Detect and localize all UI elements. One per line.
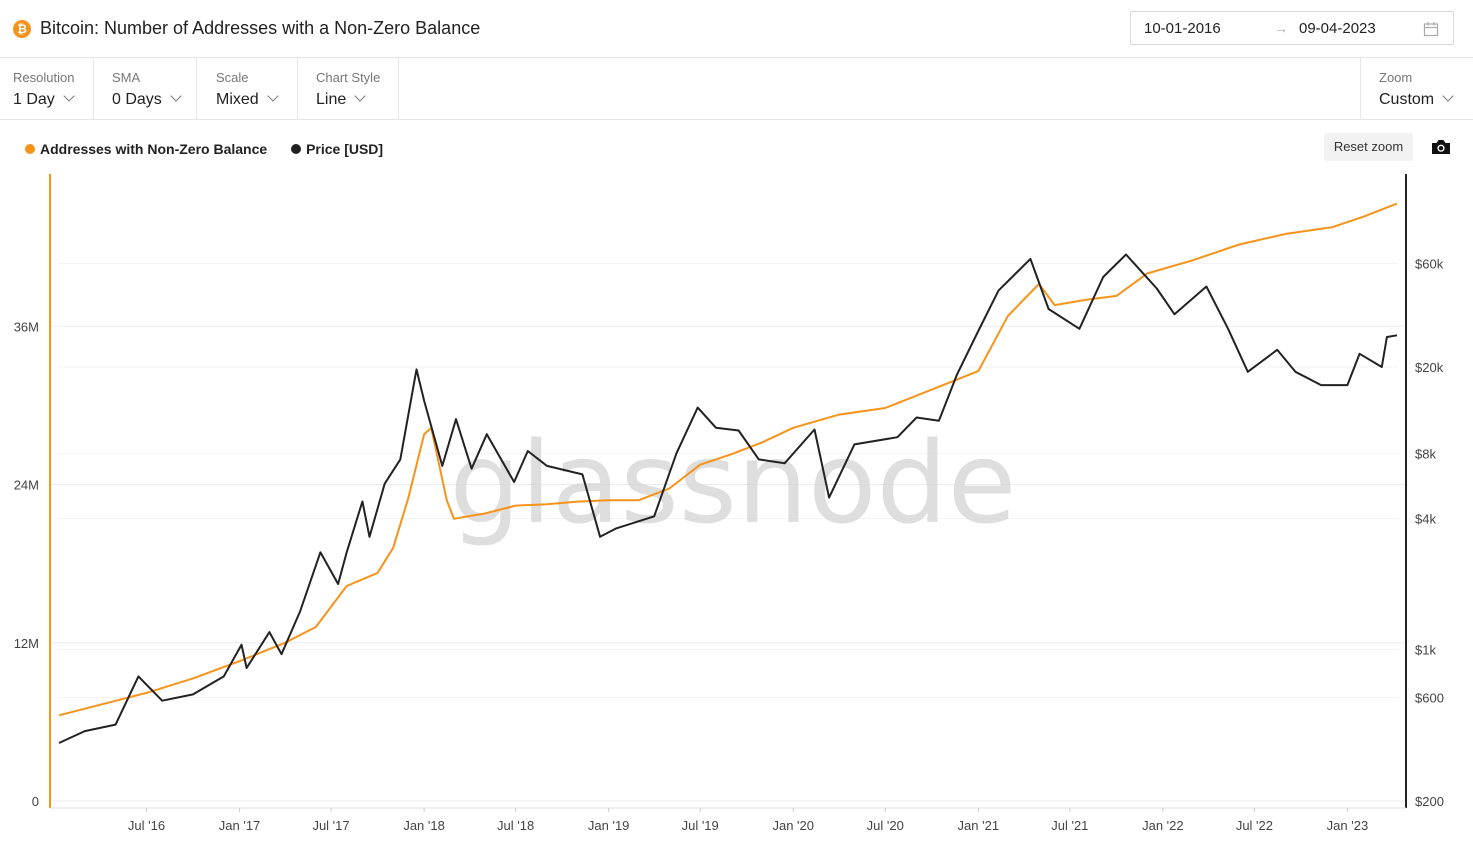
x-tick-label: Jan '23 (1327, 818, 1369, 833)
zoom-value-text: Custom (1379, 91, 1435, 108)
date-start-input[interactable]: 10-01-2016 (1144, 20, 1221, 37)
legend-label-price: Price [USD] (306, 141, 384, 157)
series-line-addresses (58, 202, 1398, 717)
right-tick-label: $600 (1415, 690, 1444, 705)
chart-header: ₿ Bitcoin: Number of Addresses with a No… (0, 0, 1473, 58)
x-tick-label: Jan '17 (219, 818, 261, 833)
series-line-price (58, 253, 1398, 744)
calendar-icon[interactable] (1423, 21, 1439, 37)
right-tick-label: $200 (1415, 794, 1444, 809)
watermark: glassnode (449, 419, 1016, 549)
legend-marker-addresses (25, 144, 35, 154)
left-tick-label: 36M (14, 319, 39, 334)
left-tick-label: 24M (14, 478, 39, 493)
chart-legend: Addresses with Non-Zero Balance Price [U… (25, 141, 403, 157)
scale-select[interactable]: Scale Mixed (197, 58, 298, 119)
sma-select[interactable]: SMA 0 Days (94, 58, 197, 119)
x-tick-label: Jan '18 (403, 818, 445, 833)
legend-marker-price (291, 144, 302, 154)
x-tick-label: Jul '22 (1236, 818, 1273, 833)
resolution-value[interactable]: 1 Day (13, 90, 75, 109)
bitcoin-icon: ₿ (13, 20, 31, 38)
arrow-right-icon: → (1274, 20, 1288, 36)
reset-zoom-button[interactable]: Reset zoom (1324, 133, 1413, 161)
scale-label: Scale (216, 70, 249, 85)
legend-item-price[interactable]: Price [USD] (291, 141, 383, 157)
sma-label: SMA (112, 70, 141, 85)
zoom-value[interactable]: Custom (1379, 90, 1454, 109)
x-tick-label: Jul '18 (497, 818, 534, 833)
date-range-picker[interactable]: 10-01-2016 → 09-04-2023 (1130, 11, 1454, 45)
left-tick-label: 0 (32, 794, 39, 809)
resolution-value-text: 1 Day (13, 91, 55, 108)
x-tick-label: Jan '19 (588, 818, 630, 833)
page-title: Bitcoin: Number of Addresses with a Non-… (40, 18, 481, 38)
date-end-input[interactable]: 09-04-2023 (1299, 20, 1376, 37)
x-tick-label: Jul '21 (1051, 818, 1088, 833)
right-tick-label: $20k (1415, 360, 1444, 375)
chart-controls: Resolution 1 Day SMA 0 Days Scale Mixed … (0, 58, 1473, 120)
chevron-down-icon (1442, 90, 1454, 102)
left-tick-label: 12M (14, 636, 39, 651)
chart-style-value-text: Line (316, 91, 347, 108)
right-tick-label: $4k (1415, 512, 1436, 527)
x-tick-label: Jan '22 (1142, 818, 1184, 833)
resolution-select[interactable]: Resolution 1 Day (0, 58, 94, 119)
x-tick-label: Jan '20 (772, 818, 814, 833)
zoom-select[interactable]: Zoom Custom (1360, 58, 1473, 119)
chart-style-label: Chart Style (316, 70, 381, 85)
x-tick-label: Jul '20 (867, 818, 904, 833)
x-tick-label: Jul '19 (682, 818, 719, 833)
scale-value[interactable]: Mixed (216, 90, 279, 109)
chart-style-select[interactable]: Chart Style Line (298, 58, 399, 119)
right-tick-label: $8k (1415, 446, 1436, 461)
zoom-label: Zoom (1379, 70, 1413, 85)
chart-area[interactable]: glassnode 0 12M 24M 36M $200 $600 $1k $4k $8k $20k… (0, 165, 1473, 849)
right-tick-label: $60k (1415, 256, 1444, 271)
x-tick-label: Jul '16 (128, 818, 165, 833)
sma-value[interactable]: 0 Days (112, 90, 182, 109)
chart-style-value[interactable]: Line (316, 90, 366, 109)
legend-item-addresses[interactable]: Addresses with Non-Zero Balance (25, 141, 267, 157)
chevron-down-icon (354, 90, 366, 102)
sma-value-text: 0 Days (112, 91, 162, 108)
x-tick-label: Jul '17 (312, 818, 349, 833)
resolution-label: Resolution (13, 70, 75, 85)
x-tick-label: Jan '21 (958, 818, 1000, 833)
chevron-down-icon (63, 90, 75, 102)
scale-value-text: Mixed (216, 91, 259, 108)
chevron-down-icon (267, 90, 279, 102)
camera-icon[interactable] (1430, 137, 1452, 157)
right-tick-label: $1k (1415, 642, 1436, 657)
legend-label-addresses: Addresses with Non-Zero Balance (40, 141, 268, 157)
chevron-down-icon (170, 90, 182, 102)
